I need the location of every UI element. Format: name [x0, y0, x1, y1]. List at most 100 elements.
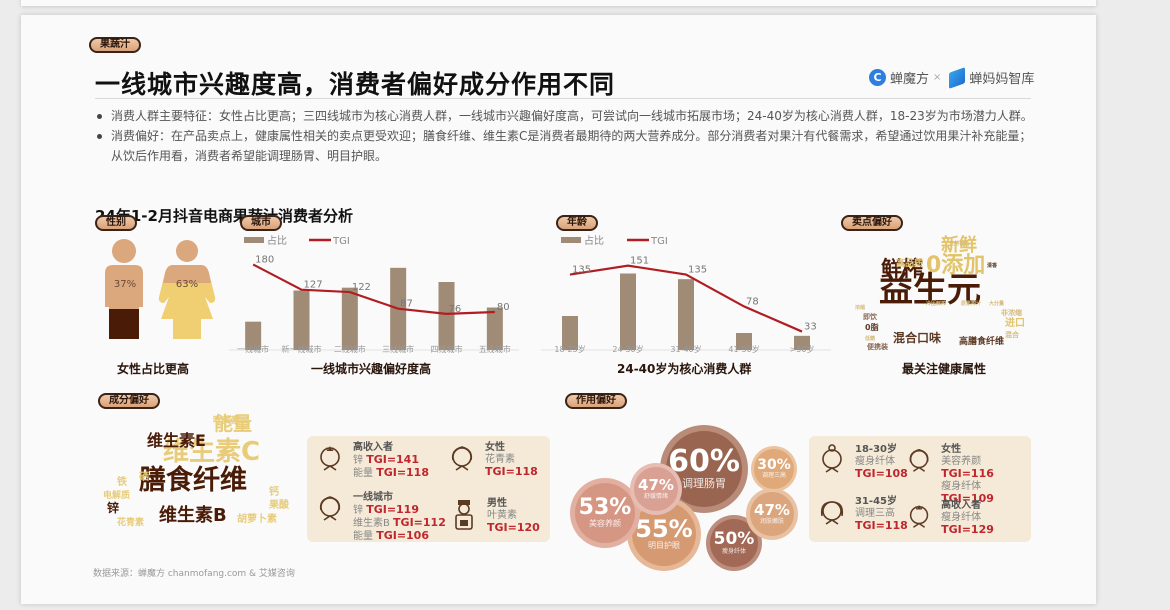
- cloud-word: 益生元: [879, 270, 981, 310]
- persona-line: 花青素: [485, 454, 515, 465]
- persona-line: 瘦身纤体 TGI=109: [941, 481, 994, 505]
- cloud-word: 低糖: [865, 336, 876, 342]
- persona-card: 男性 叶黄素 TGI=120: [449, 498, 540, 535]
- bar: [678, 279, 694, 350]
- bubble-label: 润肤嫩肤: [759, 517, 784, 525]
- x-tick-label: >50岁: [789, 345, 815, 354]
- effect-bubble: 47% 润肤嫩肤: [750, 492, 794, 536]
- bar: [620, 273, 636, 350]
- cloud-word: 锌: [107, 501, 120, 515]
- cloud-word: 0脂: [865, 323, 879, 332]
- svg-text:151: 151: [630, 256, 649, 267]
- cloud-word: 大分量: [989, 301, 1005, 307]
- svg-text:135: 135: [572, 265, 591, 276]
- persona-header: 一线城市: [353, 492, 393, 503]
- age-caption: 24-40岁为核心消费人群: [617, 362, 752, 376]
- cloud-word: 原果榨汁: [961, 301, 982, 307]
- previous-page: [21, 0, 1096, 6]
- page-title: 一线城市兴趣度高，消费者偏好成分作用不同: [95, 70, 616, 99]
- bullet-item: 消费人群主要特征：女性占比更高；三四线城市为核心消费人群，一线城市兴趣偏好度高，…: [95, 106, 1035, 126]
- ingredients-tag: 成分偏好: [98, 393, 160, 409]
- x-tick-label: 41-50岁: [728, 345, 760, 354]
- effects-tag: 作用偏好: [565, 393, 627, 409]
- cloud-word: 混合口味: [893, 331, 942, 345]
- svg-text:180: 180: [255, 255, 274, 266]
- svg-text:TGI: TGI: [332, 236, 350, 247]
- cloud-word: 混合: [1005, 331, 1019, 339]
- cloud-word: 维生素E: [147, 431, 206, 450]
- selling-points-word-cloud: 益生元 鲜榨 0添加 新鲜 混合口味 高膳食纤维 高品质 天然有机 清香 进口 非浓缩 混合 即饮 0脂便…: [841, 225, 1041, 360]
- cloud-word: 叶黄素: [213, 416, 241, 426]
- persona-header: 男性: [487, 498, 507, 509]
- bubble-percent: 53%: [578, 495, 632, 521]
- bar: [736, 333, 752, 350]
- persona-card: 一线城市锌 TGI=119 维生素B TGI=112 能量 TGI=106: [315, 492, 446, 543]
- persona-line: 能量 TGI=106: [353, 529, 429, 543]
- gender-tag: 性别: [95, 215, 137, 231]
- persona-header: 女性: [941, 444, 962, 455]
- effect-bubble: 30% 调理三高: [754, 449, 794, 489]
- cloud-word: 清香: [987, 263, 998, 269]
- persona-card: 高收入者 瘦身纤体 TGI=129: [905, 500, 1031, 537]
- bubble-label: 调理三高: [761, 472, 786, 480]
- svg-text:占比: 占比: [267, 234, 287, 247]
- cloud-word: 钙: [269, 487, 279, 498]
- bubble-label: 美容养颜: [589, 519, 621, 529]
- persona-line: 瘦身纤体: [855, 456, 895, 467]
- svg-text:135: 135: [688, 265, 707, 276]
- svg-text:占比: 占比: [584, 234, 604, 247]
- bubble-label: 调理肠胃: [682, 477, 726, 491]
- bar: [245, 321, 262, 350]
- persona-header: 女性: [485, 442, 505, 453]
- x-tick-label: 18-23岁: [554, 345, 586, 354]
- category-tag: 果蔬汁: [89, 37, 141, 53]
- svg-text:33: 33: [804, 322, 817, 333]
- bubble-label: 瘦身纤体: [721, 547, 746, 555]
- brand-logos: C 蝉魔方 × 蝉妈妈智库: [869, 66, 1034, 89]
- cloud-word: 能量: [214, 413, 253, 435]
- chanmama-logo-icon: [949, 66, 966, 89]
- svg-text:80: 80: [497, 302, 510, 313]
- persona-card: 31-45岁 调理三高 TGI=118: [817, 496, 908, 533]
- persona-line: 锌 TGI=141: [353, 453, 419, 467]
- persona-card: 高收入者锌 TGI=141 能量 TGI=118: [315, 442, 429, 480]
- svg-text:63%: 63%: [176, 279, 198, 290]
- x-tick-label: 五线城市: [478, 345, 511, 354]
- city-woman-icon: [319, 496, 341, 521]
- x-tick-label: 四线城市: [430, 345, 463, 354]
- cloud-word: 电解质: [103, 491, 131, 501]
- legend-bar-swatch: [561, 237, 581, 243]
- cloud-word: 高品质: [896, 259, 924, 269]
- persona-card: 18-30岁 瘦身纤体 TGI=108: [817, 444, 908, 481]
- cloud-word: 进口: [1005, 318, 1025, 329]
- age-chart: 占比 TGI 135 151 135 78 33: [541, 234, 831, 351]
- woman-icon: [451, 446, 473, 471]
- city-tag: 城市: [240, 215, 282, 231]
- bubble-label: 明目护眼: [648, 541, 680, 551]
- rich-person-icon: [320, 446, 340, 471]
- woman-icon: [909, 448, 929, 472]
- bubble-percent: 60%: [668, 444, 740, 480]
- effect-persona-panel: 18-30岁 瘦身纤体 TGI=108 女性 美容养颜 TGI=116 瘦身纤体 TGI…: [809, 436, 1031, 542]
- female-figure-icon: [158, 240, 216, 339]
- selling-points-caption: 最关注健康属性: [902, 362, 987, 376]
- summary-bullets: 消费人群主要特征：女性占比更高；三四线城市为核心消费人群，一线城市兴趣偏好度高，…: [95, 106, 1035, 166]
- persona-header: 18-30岁: [855, 444, 897, 455]
- male-figure-icon: [105, 239, 143, 339]
- cloud-word: 花青素: [117, 518, 145, 528]
- brand-separator: ×: [933, 72, 942, 83]
- legend-bar-swatch: [244, 237, 264, 243]
- ingredients-word-cloud: 膳食纤维 维生素C 维生素E 维生素B 能量 叶黄素铁 硒电解质锌花青素 钙果酸 胡萝卜素: [87, 387, 307, 557]
- svg-text:122: 122: [352, 282, 371, 293]
- brand1-name: 蝉魔方: [890, 72, 930, 87]
- city-caption: 一线城市兴趣偏好度高: [311, 362, 432, 376]
- bubble-percent: 55%: [635, 515, 693, 544]
- persona-line: 能量 TGI=118: [353, 466, 429, 480]
- selling-points-tag: 卖点偏好: [841, 215, 903, 231]
- cloud-word: 铁: [117, 477, 127, 488]
- man-icon: [455, 500, 473, 530]
- bubble-percent: 47%: [754, 500, 790, 519]
- svg-text:87: 87: [400, 299, 413, 310]
- cloud-word: 胡萝卜素: [237, 514, 277, 525]
- persona-header: 高收入者: [353, 442, 393, 453]
